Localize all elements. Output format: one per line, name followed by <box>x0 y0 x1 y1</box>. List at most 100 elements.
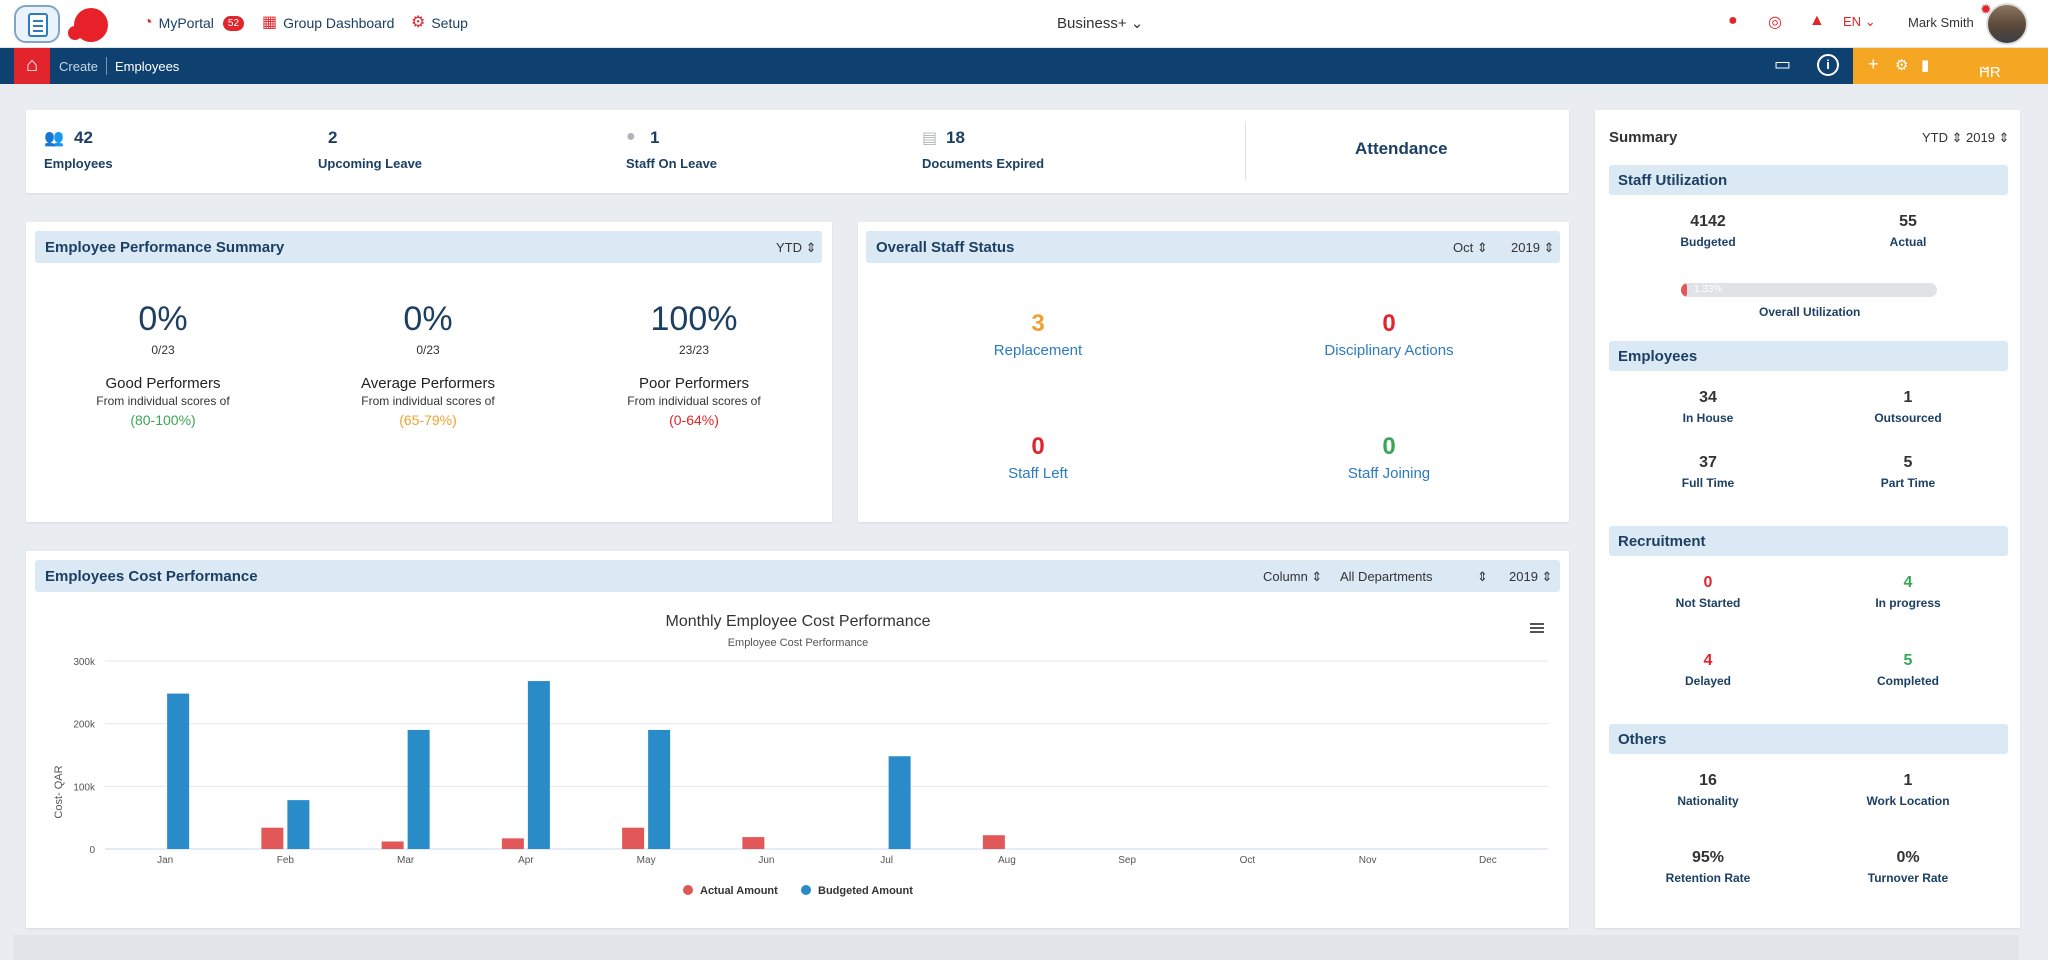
from-label: From individual scores of <box>96 394 230 408</box>
not-started-stat: 0 Not Started <box>1608 574 1808 610</box>
chat-icon[interactable]: ◎ <box>1768 14 1782 31</box>
app-logo[interactable] <box>14 5 60 43</box>
summary-period-select[interactable]: YTD ⇕ <box>1922 130 1963 145</box>
staff-joining-stat[interactable]: 0 Staff Joining <box>1269 433 1509 482</box>
settings-gear-icon[interactable]: ✹ <box>1980 1 1992 17</box>
budgeted-bar-feb[interactable] <box>287 800 310 849</box>
part-time-stat: 5 Part Time <box>1808 454 2008 490</box>
actual-bar-apr[interactable] <box>501 838 524 849</box>
nav-group-dashboard[interactable]: ▦ Group Dashboard <box>262 14 395 32</box>
legend-item[interactable]: Actual Amount <box>700 885 778 897</box>
month-value: Oct <box>1453 240 1474 255</box>
x-tick-label: Jun <box>758 855 774 866</box>
actual-bar-feb[interactable] <box>261 827 284 849</box>
from-label: From individual scores of <box>627 394 761 408</box>
x-tick-label: Nov <box>1359 855 1377 866</box>
nationality-stat: 16 Nationality <box>1608 772 1808 808</box>
period-select[interactable]: YTD ⇕ <box>776 240 817 255</box>
kpi-employees[interactable]: 👥 42 Employees <box>44 128 113 171</box>
budgeted-bar-mar[interactable] <box>407 729 430 849</box>
kpi-label: Documents Expired <box>922 156 1045 171</box>
month-select[interactable]: Oct ⇕ <box>1453 240 1488 255</box>
stat-value: 34 <box>1699 389 1717 406</box>
avatar[interactable] <box>1986 3 2028 45</box>
nav-setup[interactable]: ⚙ Setup <box>411 15 468 32</box>
x-tick-label: Apr <box>518 855 534 866</box>
year-select[interactable]: 2019 ⇕ <box>1509 569 1553 584</box>
performance-header: Employee Performance Summary YTD ⇕ <box>35 231 822 263</box>
outsourced-stat: 1 Outsourced <box>1808 389 2008 425</box>
dashboard-gauge-icon: ◔ <box>143 14 153 31</box>
actual-bar-mar[interactable] <box>381 841 404 849</box>
percent-value: 0% <box>138 300 188 338</box>
company-name: Business+ <box>1057 15 1127 32</box>
breadcrumb-bar: ⌂ Create Employees ▭ i <box>0 48 2048 84</box>
stat-value: 5 <box>1903 454 1913 471</box>
chart-type-select[interactable]: Column ⇕ <box>1263 569 1323 584</box>
staff-status-title: Overall Staff Status <box>876 239 1015 256</box>
help-icon[interactable]: ● <box>1728 12 1738 29</box>
kpi-value: 2 <box>328 128 338 147</box>
staff-status-header: Overall Staff Status Oct ⇕ 2019 ⇕ <box>866 231 1560 263</box>
budgeted-bar-jan[interactable] <box>167 693 190 849</box>
company-switcher[interactable]: Business+ ⌄ <box>1057 14 1143 32</box>
kpi-upcoming-leave[interactable]: 2 Upcoming Leave <box>318 128 422 171</box>
kpi-value: 42 <box>74 128 93 147</box>
replacement-stat[interactable]: 3 Replacement <box>918 310 1158 359</box>
chart-type-value: Column <box>1263 569 1308 584</box>
actual-bar-may[interactable] <box>622 827 645 849</box>
section-title: Others <box>1618 731 1667 748</box>
actual-stat: 55 Actual <box>1808 213 2008 249</box>
section-title: Staff Utilization <box>1618 172 1728 189</box>
delayed-stat: 4 Delayed <box>1608 652 1808 688</box>
gear-icon[interactable]: ⚙ <box>1895 57 1909 74</box>
staff-left-stat[interactable]: 0 Staff Left <box>918 433 1158 482</box>
monitor-icon[interactable]: ▭ <box>1774 54 1792 74</box>
module-selector[interactable]: HR ⌄ <box>1979 57 2001 81</box>
budgeted-bar-may[interactable] <box>648 729 671 849</box>
stat-label: Not Started <box>1675 596 1741 610</box>
actual-bar-jun[interactable] <box>742 837 765 849</box>
budgeted-bar-jul[interactable] <box>888 756 911 849</box>
bell-icon[interactable]: ▲ <box>1809 12 1825 29</box>
performer-label: Poor Performers <box>638 375 750 392</box>
actual-bar-aug[interactable] <box>982 835 1005 849</box>
department-value: All Departments <box>1340 569 1433 584</box>
stat-label: Staff Left <box>1008 465 1068 482</box>
stat-value: 3 <box>1031 310 1045 337</box>
budgeted-stat: 4142 Budgeted <box>1608 213 1808 249</box>
file-icon[interactable]: ▮ <box>1921 57 1930 74</box>
disciplinary-actions-stat[interactable]: 0 Disciplinary Actions <box>1269 310 1509 359</box>
language-selector[interactable]: EN ⌄ <box>1843 14 1876 30</box>
chart-menu-icon[interactable] <box>1530 623 1544 633</box>
summary-year-select[interactable]: 2019 ⇕ <box>1966 130 2010 145</box>
stat-value: 4 <box>1903 574 1913 591</box>
year-select[interactable]: 2019 ⇕ <box>1511 240 1555 255</box>
kpi-staff-on-leave[interactable]: ● 1 Staff On Leave <box>626 128 717 171</box>
period-value: YTD <box>776 240 802 255</box>
grid-icon: ▦ <box>262 14 278 31</box>
add-icon[interactable]: + <box>1868 54 1879 74</box>
info-icon[interactable]: i <box>1817 54 1839 76</box>
department-select[interactable]: All Departments <box>1340 569 1490 584</box>
nav-group-dashboard-label: Group Dashboard <box>283 15 395 31</box>
home-icon[interactable]: ⌂ <box>14 48 50 84</box>
range-label: (0-64%) <box>669 412 719 428</box>
stat-value: 0 <box>1382 310 1396 337</box>
legend-item[interactable]: Budgeted Amount <box>818 885 913 897</box>
summary-panel <box>1595 110 2020 928</box>
fraction-value: 0/23 <box>151 343 175 357</box>
x-tick-label: Mar <box>397 855 415 866</box>
y-axis-label: Cost- QAR <box>53 765 65 818</box>
user-name[interactable]: Mark Smith <box>1908 15 1974 30</box>
attendance-link[interactable]: Attendance <box>1355 139 1448 158</box>
breadcrumb-create[interactable]: Create <box>59 59 99 74</box>
budgeted-bar-apr[interactable] <box>527 681 550 849</box>
kpi-documents-expired[interactable]: ▤ 18 Documents Expired <box>922 128 1044 171</box>
stat-label: Budgeted <box>1680 235 1736 249</box>
nav-myportal[interactable]: ◔ MyPortal 52 <box>143 14 245 31</box>
stat-value: 5 <box>1903 652 1913 669</box>
department-select-arrow-icon[interactable]: ⇕ <box>1477 569 1488 584</box>
chevron-down-icon: ⌄ <box>1130 15 1144 32</box>
cost-performance-header: Employees Cost Performance Column ⇕ All … <box>35 560 1560 592</box>
